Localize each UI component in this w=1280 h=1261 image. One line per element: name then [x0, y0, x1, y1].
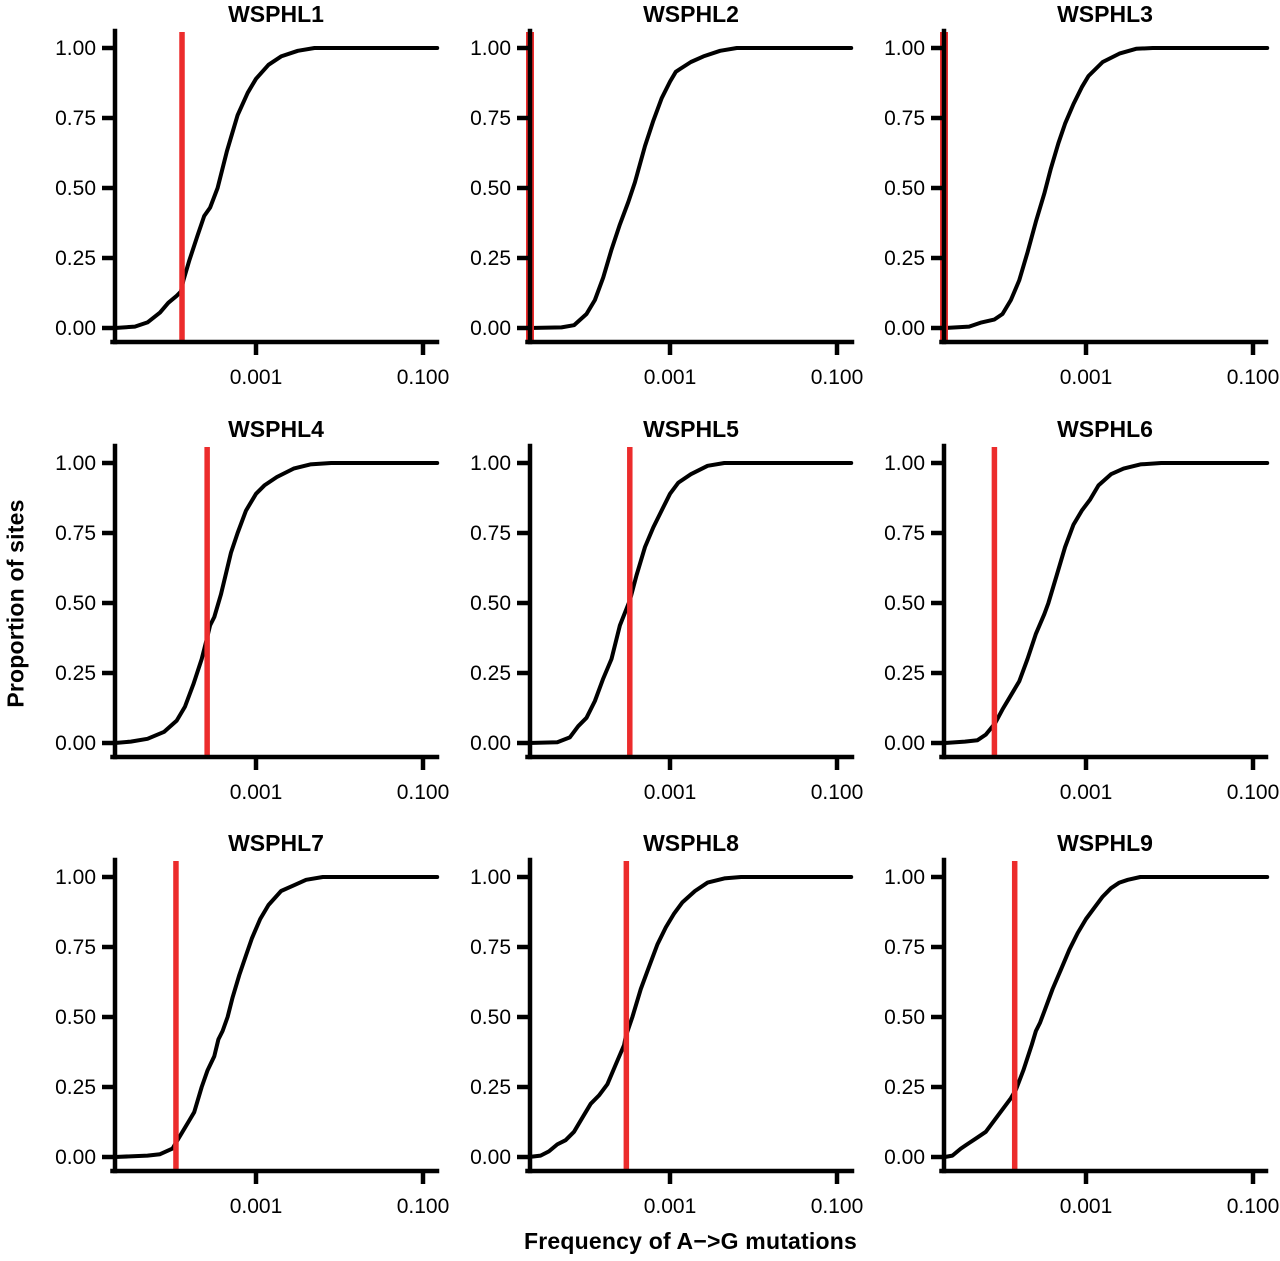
x-tick-label: 0.001	[1060, 781, 1113, 804]
y-tick-label: 1.00	[884, 866, 925, 889]
x-tick-label: 0.001	[230, 1195, 283, 1218]
y-tick-label: 0.50	[470, 1006, 511, 1029]
y-tick-label: 0.50	[55, 177, 96, 200]
x-tick-label: 0.100	[1227, 366, 1280, 389]
y-tick-label: 0.50	[55, 1006, 96, 1029]
panel-title: WSPHL4	[228, 416, 324, 442]
panel-WSPHL2: WSPHL2 0.00 0.25 0.50 0.75 1.00 0.001 0.100	[470, 1, 863, 389]
panel-WSPHL8: WSPHL8 0.00 0.25 0.50 0.75 1.00 0.001 0.100	[470, 830, 863, 1218]
y-tick-label: 1.00	[470, 452, 511, 475]
x-tick-label: 0.100	[811, 1195, 864, 1218]
y-tick-label: 1.00	[55, 452, 96, 475]
y-tick-label: 0.00	[55, 732, 96, 755]
panel-WSPHL3: WSPHL3 0.00 0.25 0.50 0.75 1.00 0.001 0.100	[884, 1, 1279, 389]
x-tick-label: 0.001	[644, 366, 697, 389]
panel-title: WSPHL2	[643, 1, 739, 27]
panel-title: WSPHL8	[643, 830, 739, 856]
x-tick-label: 0.100	[397, 366, 450, 389]
y-tick-label: 0.00	[470, 732, 511, 755]
y-tick-label: 0.75	[55, 107, 96, 130]
panel-title: WSPHL3	[1057, 1, 1153, 27]
x-tick-label: 0.100	[811, 781, 864, 804]
y-tick-label: 0.75	[470, 522, 511, 545]
panel-WSPHL4: WSPHL4 0.00 0.25 0.50 0.75 1.00 0.001 0.100	[55, 416, 449, 804]
panel-WSPHL9: WSPHL9 0.00 0.25 0.50 0.75 1.00 0.001 0.100	[884, 830, 1279, 1218]
y-tick-label: 0.75	[884, 107, 925, 130]
ecdf-curve	[942, 875, 1270, 1159]
ecdf-curve	[112, 461, 440, 745]
y-tick-label: 0.00	[470, 317, 511, 340]
x-axis-label-container: Frequency of A−>G mutations	[115, 1228, 1266, 1255]
panel-WSPHL5: WSPHL5 0.00 0.25 0.50 0.75 1.00 0.001 0.100	[470, 416, 863, 804]
y-tick-label: 0.75	[884, 936, 925, 959]
ecdf-curve	[526, 461, 854, 745]
y-tick-label: 0.75	[470, 936, 511, 959]
panel-title: WSPHL5	[643, 416, 739, 442]
panel-WSPHL1: WSPHL1 0.00 0.25 0.50 0.75 1.00 0.001 0.100	[55, 1, 449, 389]
y-tick-label: 1.00	[470, 37, 511, 60]
y-tick-label: 1.00	[884, 452, 925, 475]
x-tick-label: 0.100	[397, 1195, 450, 1218]
ecdf-curve	[112, 875, 440, 1159]
y-axis-label: Proportion of sites	[2, 499, 29, 708]
x-tick-label: 0.100	[1227, 781, 1280, 804]
y-tick-label: 0.50	[884, 592, 925, 615]
y-tick-label: 0.00	[470, 1146, 511, 1169]
x-tick-label: 0.100	[811, 366, 864, 389]
y-tick-label: 1.00	[55, 866, 96, 889]
y-tick-label: 0.00	[884, 732, 925, 755]
y-tick-label: 0.25	[55, 662, 96, 685]
panel-title: WSPHL7	[228, 830, 324, 856]
y-tick-label: 1.00	[55, 37, 96, 60]
y-axis-label-container: Proportion of sites	[3, 304, 30, 904]
ecdf-curve	[526, 46, 854, 330]
y-tick-label: 0.25	[470, 1076, 511, 1099]
x-tick-label: 0.100	[1227, 1195, 1280, 1218]
y-tick-label: 0.75	[884, 522, 925, 545]
y-tick-label: 0.25	[884, 1076, 925, 1099]
y-tick-label: 0.50	[470, 592, 511, 615]
y-tick-label: 0.00	[884, 317, 925, 340]
ecdf-curve	[112, 46, 440, 330]
x-tick-label: 0.001	[230, 366, 283, 389]
y-tick-label: 0.25	[470, 662, 511, 685]
panel-title: WSPHL6	[1057, 416, 1153, 442]
x-tick-label: 0.001	[1060, 366, 1113, 389]
y-tick-label: 0.25	[55, 1076, 96, 1099]
ecdf-curve	[526, 875, 854, 1159]
y-tick-label: 0.00	[884, 1146, 925, 1169]
ecdf-curve	[942, 46, 1270, 330]
panel-WSPHL6: WSPHL6 0.00 0.25 0.50 0.75 1.00 0.001 0.100	[884, 416, 1279, 804]
panel-WSPHL7: WSPHL7 0.00 0.25 0.50 0.75 1.00 0.001 0.100	[55, 830, 449, 1218]
y-tick-label: 0.50	[55, 592, 96, 615]
y-tick-label: 0.25	[470, 247, 511, 270]
y-tick-label: 0.25	[55, 247, 96, 270]
x-tick-label: 0.100	[397, 781, 450, 804]
x-axis-label: Frequency of A−>G mutations	[524, 1228, 857, 1254]
y-tick-label: 0.50	[884, 177, 925, 200]
y-tick-label: 1.00	[470, 866, 511, 889]
y-tick-label: 0.75	[55, 936, 96, 959]
y-tick-label: 0.25	[884, 662, 925, 685]
y-tick-label: 0.00	[55, 317, 96, 340]
panel-title: WSPHL9	[1057, 830, 1153, 856]
panel-title: WSPHL1	[228, 1, 324, 27]
y-tick-label: 0.00	[55, 1146, 96, 1169]
y-tick-label: 0.50	[470, 177, 511, 200]
x-tick-label: 0.001	[644, 781, 697, 804]
y-tick-label: 0.25	[884, 247, 925, 270]
x-tick-label: 0.001	[1060, 1195, 1113, 1218]
x-tick-label: 0.001	[230, 781, 283, 804]
y-tick-label: 0.75	[470, 107, 511, 130]
y-tick-label: 1.00	[884, 37, 925, 60]
x-tick-label: 0.001	[644, 1195, 697, 1218]
y-tick-label: 0.50	[884, 1006, 925, 1029]
y-tick-label: 0.75	[55, 522, 96, 545]
